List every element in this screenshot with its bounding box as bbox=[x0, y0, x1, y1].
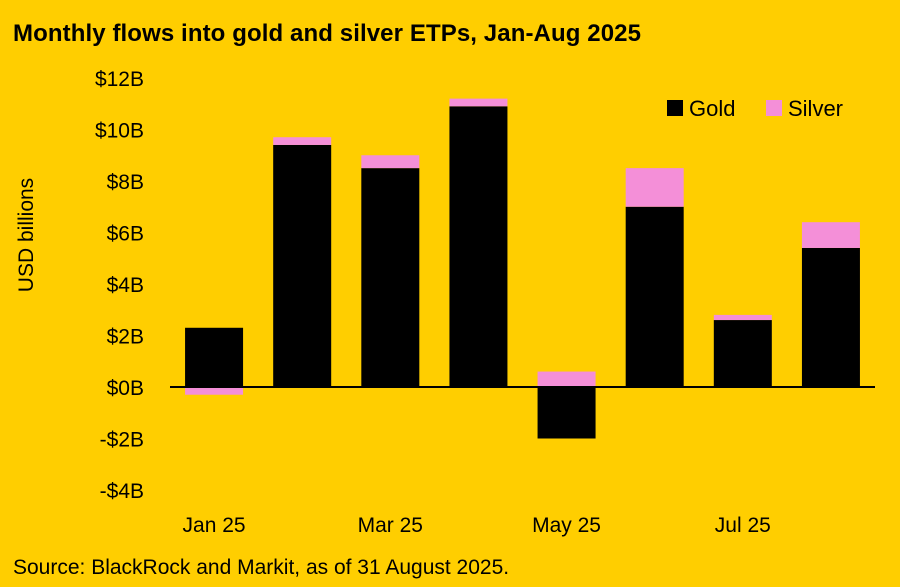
y-tick-label: $12B bbox=[95, 68, 144, 91]
source-note: Source: BlackRock and Markit, as of 31 A… bbox=[13, 556, 510, 579]
bar-silver bbox=[449, 98, 508, 107]
y-axis-label: USD billions bbox=[15, 178, 38, 292]
bar-gold bbox=[449, 106, 508, 387]
y-tick-label: $6B bbox=[107, 223, 144, 246]
bar-silver bbox=[801, 222, 860, 248]
bar-silver bbox=[713, 314, 772, 321]
legend-swatch-gold bbox=[667, 100, 683, 116]
x-tick-label: Jan 25 bbox=[183, 514, 246, 537]
chart-title: Monthly flows into gold and silver ETPs,… bbox=[13, 20, 642, 47]
bar-silver bbox=[185, 387, 244, 395]
legend-label-gold: Gold bbox=[689, 96, 735, 121]
bar-gold bbox=[185, 327, 244, 387]
bar-silver bbox=[273, 137, 332, 145]
y-axis: -$4B -$2B $0B $2B $4B $6B $8B $10B $12B bbox=[95, 68, 144, 503]
legend-label-silver: Silver bbox=[788, 96, 843, 121]
bars bbox=[185, 98, 860, 439]
bar-gold bbox=[801, 247, 860, 387]
bar-gold bbox=[537, 387, 596, 439]
bar-gold bbox=[273, 144, 332, 387]
bar-gold bbox=[713, 320, 772, 387]
bar-silver bbox=[625, 168, 684, 207]
legend-swatch-silver bbox=[766, 100, 782, 116]
y-tick-label: $2B bbox=[107, 326, 144, 349]
y-tick-label: $10B bbox=[95, 120, 144, 143]
bar-silver bbox=[361, 155, 420, 169]
x-tick-label: Jul 25 bbox=[715, 514, 771, 537]
bar-silver bbox=[537, 371, 596, 387]
bar-gold bbox=[361, 168, 420, 387]
y-tick-label: $0B bbox=[107, 377, 144, 400]
bar-gold bbox=[625, 206, 684, 387]
x-tick-label: May 25 bbox=[532, 514, 601, 537]
x-tick-label: Mar 25 bbox=[358, 514, 423, 537]
y-tick-label: $8B bbox=[107, 171, 144, 194]
y-tick-label: -$2B bbox=[100, 429, 144, 452]
y-tick-label: $4B bbox=[107, 274, 144, 297]
x-axis: Jan 25 Mar 25 May 25 Jul 25 bbox=[183, 514, 771, 537]
legend: Gold Silver bbox=[667, 96, 843, 121]
y-tick-label: -$4B bbox=[100, 480, 144, 503]
